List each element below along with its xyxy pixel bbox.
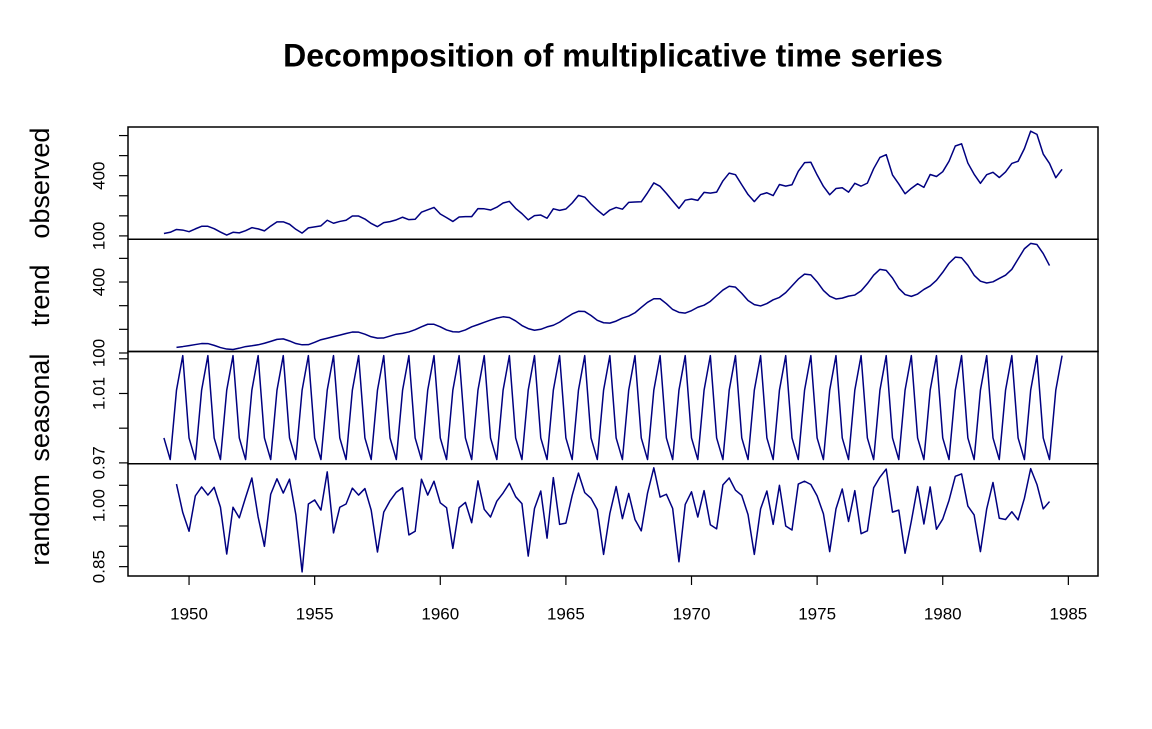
panel-label: trend: [25, 265, 55, 327]
x-tick-label: 1985: [1049, 604, 1087, 623]
series-line: [163, 130, 1063, 236]
series-line: [163, 354, 1063, 461]
y-tick-label: 400: [89, 268, 108, 296]
chart-title: Decomposition of multiplicative time ser…: [283, 37, 943, 73]
x-tick-label: 1950: [170, 604, 208, 623]
panel-frame: [127, 238, 1099, 353]
panel-label: seasonal: [25, 354, 55, 462]
x-tick-label: 1980: [924, 604, 962, 623]
x-tick-label: 1960: [421, 604, 459, 623]
x-tick-label: 1965: [547, 604, 585, 623]
panel-frame: [127, 350, 1099, 465]
panel-frame: [127, 126, 1099, 240]
series-line: [175, 467, 1051, 573]
y-tick-label: 1.01: [89, 377, 108, 410]
y-tick-label: 0.97: [89, 446, 108, 479]
panel-label: observed: [25, 128, 55, 239]
y-tick-label: 100: [89, 339, 108, 367]
y-tick-label: 0.85: [89, 550, 108, 583]
y-tick-label: 100: [89, 222, 108, 250]
x-tick-label: 1970: [673, 604, 711, 623]
x-tick-label: 1955: [296, 604, 334, 623]
y-tick-label: 400: [89, 162, 108, 190]
series-line: [176, 242, 1051, 351]
panel-label: random: [25, 474, 55, 566]
panel-frame: [127, 463, 1099, 577]
y-tick-label: 1.00: [89, 489, 108, 522]
x-tick-label: 1975: [798, 604, 836, 623]
